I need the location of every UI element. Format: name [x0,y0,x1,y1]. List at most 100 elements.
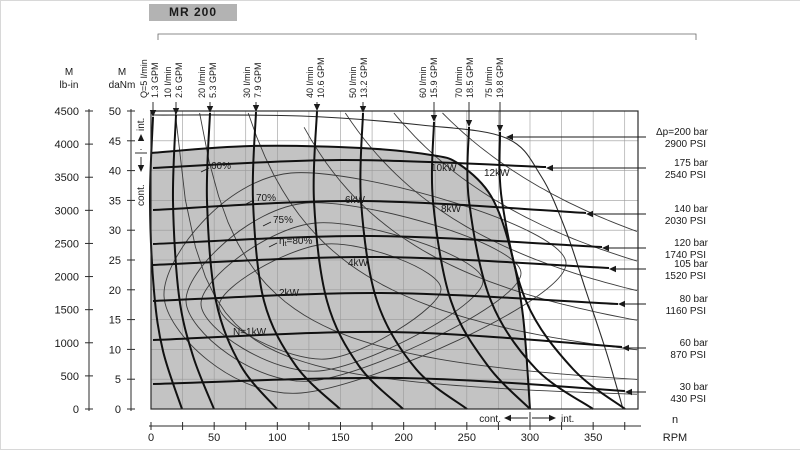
svg-text:2030 PSI: 2030 PSI [665,216,706,227]
svg-text:3000: 3000 [55,205,79,217]
svg-text:250: 250 [458,432,476,444]
svg-text:2500: 2500 [55,238,79,250]
svg-text:M: M [118,67,126,78]
x-axis: 0 50 100 150 200 250 300 350 n RPM [148,414,687,444]
power-curve-6kw [303,127,638,321]
top-bracket [157,33,697,40]
svg-text:60 l/min: 60 l/min [418,66,428,98]
curve-labels: N=1kW 2kW 4kW 6kW 8kW 10kW 12kW 60% 70% 75% ηt=80% [200,161,510,338]
svg-text:500: 500 [61,371,79,383]
svg-text:350: 350 [584,432,602,444]
svg-text:2000: 2000 [55,272,79,284]
flow-curve [312,110,404,410]
svg-text:175 bar: 175 bar [674,158,709,169]
svg-text:1160 PSI: 1160 PSI [666,306,706,317]
svg-text:10 l/min: 10 l/min [163,66,173,98]
svg-text:15.9 GPM: 15.9 GPM [429,57,439,98]
svg-text:ηt=80%: ηt=80% [279,236,312,248]
svg-text:10.6 GPM: 10.6 GPM [316,57,326,98]
flow-curve [251,111,341,410]
svg-text:20: 20 [109,285,121,297]
svg-text:int.: int. [136,118,147,131]
power-curve-4kw [247,112,638,351]
svg-text:7.9 GPM: 7.9 GPM [253,62,263,98]
flow-curves [148,110,626,410]
svg-text:30 bar: 30 bar [680,382,709,393]
svg-text:Δp=200 bar: Δp=200 bar [656,127,709,138]
svg-text:60%: 60% [211,161,231,172]
flow-curve [466,126,594,410]
svg-text:30 l/min: 30 l/min [242,66,252,98]
svg-text:cont.: cont. [136,184,147,206]
svg-text:120 bar: 120 bar [674,238,709,249]
svg-text:4kW: 4kW [348,258,369,269]
svg-text:75%: 75% [273,215,293,226]
pressure-curve [152,255,610,269]
svg-text:4500: 4500 [55,106,79,118]
svg-text:daNm: daNm [109,80,136,91]
flow-labels: Q=5 l/min 1.3 GPM 10 l/min 2.6 GPM 20 l/min 5… [139,57,505,132]
svg-text:100: 100 [268,432,286,444]
svg-text:200: 200 [394,432,412,444]
svg-text:75 l/min: 75 l/min [484,66,494,98]
svg-text:1.3 GPM: 1.3 GPM [150,62,160,98]
svg-text:430 PSI: 430 PSI [670,394,706,405]
svg-text:2kW: 2kW [279,288,300,299]
flow-curve [205,112,278,410]
svg-text:10kW: 10kW [431,163,457,174]
svg-text:45: 45 [109,136,121,148]
svg-text:12kW: 12kW [484,168,510,179]
efficiency-contour-60 [163,172,567,394]
svg-text:13.2 GPM: 13.2 GPM [359,57,369,98]
flow-curve [430,121,531,410]
pressure-curve [152,234,603,248]
pressure-curve [152,291,619,305]
svg-text:6kW: 6kW [345,195,366,206]
flow-curve [498,131,626,410]
svg-text:105 bar: 105 bar [674,259,709,270]
svg-text:35: 35 [109,195,121,207]
efficiency-contours [163,172,567,394]
svg-text:19.8 GPM: 19.8 GPM [495,57,505,98]
svg-text:30: 30 [109,225,121,237]
svg-text:Q=5 l/min: Q=5 l/min [139,59,149,98]
svg-text:5: 5 [115,374,121,386]
svg-text:10: 10 [109,344,121,356]
svg-text:300: 300 [521,432,539,444]
power-curve-12kw [442,112,638,232]
svg-text:70%: 70% [256,193,276,204]
bottom-zone-markers: cont. int. [479,412,574,425]
svg-text:0: 0 [73,404,79,416]
svg-text:n: n [672,414,678,426]
svg-text:1520 PSI: 1520 PSI [665,271,706,282]
svg-text:4000: 4000 [55,139,79,151]
svg-text:70 l/min: 70 l/min [454,66,464,98]
svg-text:50: 50 [208,432,220,444]
svg-text:M: M [65,67,73,78]
svg-text:140 bar: 140 bar [674,204,709,215]
svg-text:2.6 GPM: 2.6 GPM [174,62,184,98]
svg-text:40 l/min: 40 l/min [305,66,315,98]
svg-text:1500: 1500 [55,305,79,317]
svg-text:3500: 3500 [55,172,79,184]
svg-text:80 bar: 80 bar [680,294,709,305]
svg-text:60 bar: 60 bar [680,338,709,349]
left-zone-markers: int. cont. [135,118,147,206]
svg-text:18.5 GPM: 18.5 GPM [465,57,475,98]
svg-text:8kW: 8kW [441,204,462,215]
svg-text:20 l/min: 20 l/min [197,66,207,98]
svg-text:15: 15 [109,315,121,327]
svg-text:0: 0 [148,432,154,444]
flow-curve [171,114,215,410]
chart-title: MR 200 [149,4,237,21]
svg-text:870 PSI: 870 PSI [670,350,706,361]
svg-text:40: 40 [109,166,121,178]
svg-text:5.3 GPM: 5.3 GPM [208,62,218,98]
intermittent-envelope [150,114,624,410]
svg-text:cont.: cont. [479,414,501,425]
svg-text:int.: int. [561,414,574,425]
svg-text:lb-in: lb-in [60,80,79,91]
